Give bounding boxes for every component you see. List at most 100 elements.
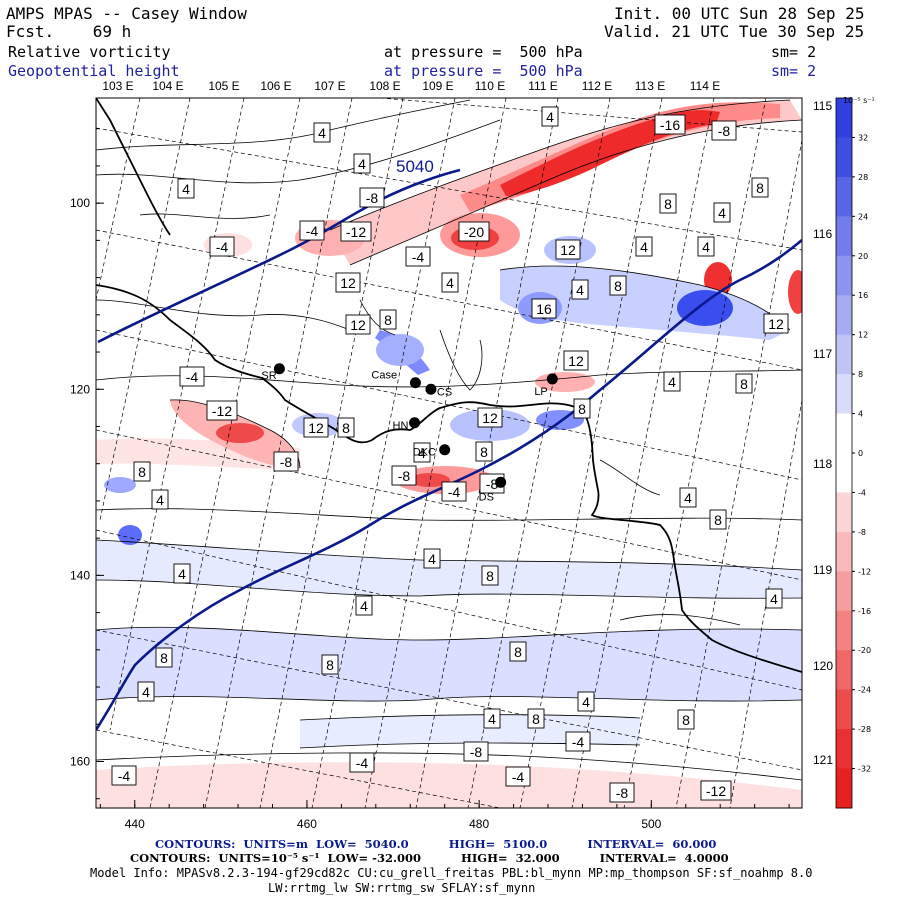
negative-west-core bbox=[216, 423, 264, 443]
contour-label-box bbox=[555, 239, 581, 260]
contour-label: -4 bbox=[186, 369, 199, 385]
colorbar-segment bbox=[836, 729, 852, 770]
contour-label-box bbox=[483, 708, 501, 729]
x-tick-label: 460 bbox=[297, 817, 317, 831]
contour-label-box bbox=[635, 236, 653, 257]
forecast-hour: Fcst. 69 h bbox=[6, 22, 132, 41]
vorticity-contours bbox=[96, 99, 802, 781]
valid-time: Valid. 21 UTC Tue 30 Sep 25 bbox=[604, 22, 865, 41]
contour-label-box bbox=[151, 489, 169, 510]
contour-label: -8 bbox=[398, 468, 411, 484]
colorbar-label: -4 bbox=[858, 488, 866, 497]
contour-label-box bbox=[663, 371, 681, 392]
contour-label-box bbox=[173, 563, 191, 584]
colorbar-unit: 10⁻⁵ s⁻¹ bbox=[843, 96, 875, 105]
colorbar-segment bbox=[836, 98, 852, 138]
colorbar-segment bbox=[836, 531, 852, 572]
contour-label-box bbox=[345, 314, 371, 335]
contour-label: -16 bbox=[660, 117, 680, 133]
negative-dkc-core bbox=[410, 473, 450, 487]
longitude-label: 110 E bbox=[475, 79, 505, 93]
longitude-label: 113 E bbox=[635, 79, 665, 93]
station-label: LP bbox=[534, 386, 547, 398]
contour-label-box bbox=[541, 106, 559, 127]
colorbar-label: -32 bbox=[858, 765, 871, 774]
contour-label: -4 bbox=[572, 734, 585, 750]
contour-label: 4 bbox=[770, 591, 778, 607]
contour-label-box bbox=[571, 279, 589, 300]
contour-label: 8 bbox=[756, 180, 764, 196]
contour-label-box bbox=[679, 487, 697, 508]
colorbar-label: -24 bbox=[858, 686, 871, 695]
station-marker bbox=[409, 377, 421, 389]
positive-center-centre bbox=[376, 334, 424, 366]
y-tick-label: 140 bbox=[70, 568, 90, 582]
field2-smoothing: sm= 2 bbox=[771, 62, 817, 80]
contour-label-box bbox=[155, 647, 173, 668]
contour-label: 8 bbox=[480, 444, 488, 460]
stations: SR Case CS HN DKC DS LP bbox=[261, 363, 558, 503]
station-label: CS bbox=[437, 386, 452, 398]
contour-label: 8 bbox=[740, 376, 748, 392]
contour-label: 12 bbox=[768, 316, 784, 332]
contour-label: -4 bbox=[306, 223, 319, 239]
contour-label-box bbox=[527, 708, 545, 729]
contour-label: 4 bbox=[702, 239, 710, 255]
contour-label: 4 bbox=[668, 374, 676, 390]
longitude-label: 104 E bbox=[152, 79, 183, 93]
contour-label-box bbox=[463, 741, 489, 762]
contour-label-box bbox=[573, 398, 591, 419]
contour-label-box bbox=[179, 366, 205, 387]
field2-level: at pressure = 500 hPa bbox=[384, 62, 583, 80]
contour-label: 8 bbox=[384, 312, 392, 328]
contour-label: 4 bbox=[576, 282, 584, 298]
y-axis: 100 120 140 160 bbox=[70, 128, 104, 800]
contour-label: -8 bbox=[718, 123, 731, 139]
positive-west-spot2 bbox=[104, 477, 136, 493]
longitude-label: 105 E bbox=[208, 79, 239, 93]
colorbar-segment bbox=[836, 453, 852, 493]
contour-label-box bbox=[209, 236, 235, 257]
contour-label: 4 bbox=[684, 490, 692, 506]
colorbar-segment bbox=[836, 610, 852, 651]
station-marker bbox=[273, 363, 285, 375]
station-label: Case bbox=[371, 370, 397, 382]
contour-label: -8 bbox=[470, 744, 483, 760]
contour-label-box bbox=[111, 765, 137, 786]
contour-label-box bbox=[379, 309, 397, 330]
contour-label-box bbox=[659, 193, 677, 214]
colorbar-segment bbox=[836, 137, 852, 178]
station-label: DKC bbox=[413, 447, 436, 459]
colorbar-label: -20 bbox=[858, 646, 871, 655]
colorbar-segment bbox=[836, 216, 852, 257]
height-contour-label: 5040 bbox=[396, 157, 434, 176]
contour-label-box bbox=[340, 221, 372, 242]
contour-label-box bbox=[458, 221, 490, 242]
station-marker bbox=[546, 373, 558, 385]
contour-label-box bbox=[273, 451, 299, 472]
contour-label-box bbox=[477, 407, 503, 428]
contour-label-box bbox=[711, 120, 737, 141]
contour-label-box bbox=[709, 509, 727, 530]
contour-label-box bbox=[531, 298, 557, 319]
colorbar-label: -12 bbox=[858, 567, 871, 576]
contour-label-box bbox=[565, 731, 591, 752]
contour-label: 4 bbox=[640, 239, 648, 255]
positive-band-south bbox=[96, 627, 802, 702]
contour-label: 8 bbox=[486, 568, 494, 584]
contour-label: 4 bbox=[446, 275, 454, 291]
coastline bbox=[96, 98, 802, 673]
contour-label-box bbox=[355, 595, 373, 616]
contour-label-box bbox=[423, 548, 441, 569]
longitude-label: 111 E bbox=[528, 79, 558, 93]
colorbar-label: 16 bbox=[858, 291, 868, 300]
longitude-label: 103 E bbox=[102, 79, 133, 93]
contour-label-box bbox=[505, 766, 531, 787]
contour-label: -8 bbox=[486, 476, 499, 492]
footer-height-info: CONTOURS: UNITS=m LOW= 5040.0 HIGH= 5100… bbox=[155, 837, 716, 851]
contour-label-box bbox=[413, 442, 431, 463]
positive-band-mid bbox=[96, 540, 802, 599]
contour-label-box bbox=[405, 246, 431, 267]
